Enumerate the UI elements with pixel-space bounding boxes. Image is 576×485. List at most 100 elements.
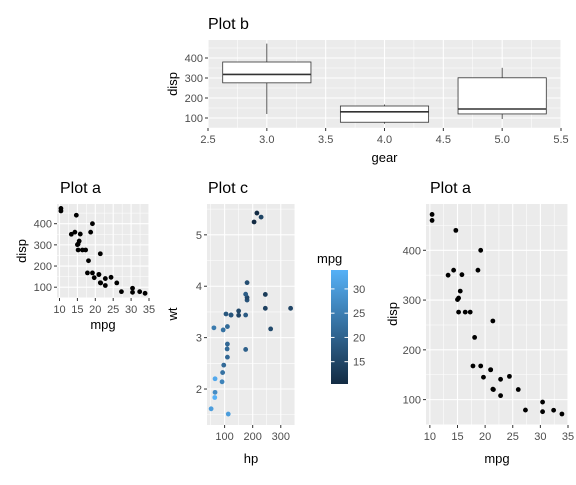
point xyxy=(68,231,74,237)
point xyxy=(507,373,512,379)
point xyxy=(212,395,218,400)
point xyxy=(459,272,465,278)
point xyxy=(220,327,226,333)
point xyxy=(85,270,90,276)
point xyxy=(268,326,274,332)
x-tick-label: 35 xyxy=(143,304,155,316)
y-tick-label: 100 xyxy=(185,113,203,125)
legend-label: 30 xyxy=(353,284,365,296)
point xyxy=(262,305,268,311)
point xyxy=(88,229,94,235)
y-tick-label: 3 xyxy=(196,333,202,345)
point xyxy=(467,309,473,315)
point xyxy=(102,276,108,281)
y-tick-label: 200 xyxy=(34,261,52,273)
point xyxy=(212,376,218,382)
mpg-colorbar xyxy=(331,270,348,384)
point xyxy=(96,272,102,277)
point xyxy=(478,247,484,253)
plot-a-large-ylabel: disp xyxy=(385,302,400,326)
plot-a-small-title: Plot a xyxy=(60,180,101,197)
box-iqr xyxy=(457,77,547,115)
y-tick-label: 2 xyxy=(196,384,202,396)
x-tick-label: 15 xyxy=(71,304,83,316)
point xyxy=(488,367,494,373)
point xyxy=(540,399,545,405)
point xyxy=(243,347,249,352)
y-tick-label: 400 xyxy=(34,219,52,231)
mpg-legend: mpg 15 20 25 30 xyxy=(317,251,365,384)
x-tick-label: 2.5 xyxy=(200,134,215,146)
y-tick-label: 200 xyxy=(403,345,421,357)
point xyxy=(114,280,120,286)
x-tick-label: 20 xyxy=(479,431,491,443)
y-tick-label: 100 xyxy=(403,395,421,407)
point xyxy=(219,379,225,385)
plot-a-large-xlabel: mpg xyxy=(484,451,509,466)
point xyxy=(58,208,64,214)
plot-b-title: Plot b xyxy=(208,16,249,33)
box-iqr xyxy=(222,61,312,84)
point xyxy=(457,288,463,294)
point xyxy=(236,312,242,318)
point xyxy=(254,210,260,216)
point xyxy=(236,308,242,314)
plot-b: Plot b 2.5 3.0 3.5 4.0 4.5 5.0 5.5 100 200 300 400… xyxy=(165,16,569,165)
point xyxy=(490,386,496,392)
plot-a-large-panel xyxy=(426,204,568,425)
x-tick-label: 3.5 xyxy=(318,134,333,146)
point xyxy=(223,311,229,317)
point xyxy=(211,325,217,331)
x-tick-label: 100 xyxy=(215,431,233,443)
x-tick-label: 300 xyxy=(272,431,290,443)
point xyxy=(225,411,231,417)
y-tick-label: 5 xyxy=(196,230,202,242)
point xyxy=(221,362,227,368)
point xyxy=(472,334,478,340)
x-tick-label: 15 xyxy=(451,431,463,443)
legend-label: 20 xyxy=(353,332,365,344)
point xyxy=(478,363,484,369)
point xyxy=(72,229,78,235)
point xyxy=(130,285,135,291)
y-tick-label: 400 xyxy=(403,245,421,257)
point xyxy=(208,406,214,412)
plot-c-ylabel: wt xyxy=(165,307,180,321)
point xyxy=(462,309,468,315)
x-tick-label: 35 xyxy=(562,431,574,443)
point xyxy=(83,247,89,253)
y-tick-label: 400 xyxy=(185,53,203,65)
y-tick-label: 100 xyxy=(34,282,52,294)
point xyxy=(212,389,218,395)
x-tick-label: 5.0 xyxy=(495,134,510,146)
point xyxy=(225,324,230,329)
y-tick-label: 4 xyxy=(196,281,202,293)
point xyxy=(540,409,545,415)
point xyxy=(90,221,95,227)
point xyxy=(481,374,486,380)
point xyxy=(224,346,230,352)
point xyxy=(73,212,79,218)
plot-c-xlabel: hp xyxy=(244,451,258,466)
plot-a-small-ylabel: disp xyxy=(14,239,29,263)
y-tick-label: 300 xyxy=(185,73,203,85)
box-iqr xyxy=(339,105,430,123)
point xyxy=(451,267,457,273)
point xyxy=(130,289,135,295)
point xyxy=(102,283,108,288)
point xyxy=(262,292,268,297)
plot-a-small: Plot a 10 15 20 25 30 35 100 200 300 400 mpg disp xyxy=(14,180,155,332)
point xyxy=(220,370,226,375)
point xyxy=(456,309,461,315)
y-tick-label: 300 xyxy=(403,295,421,307)
point xyxy=(119,289,124,295)
point xyxy=(108,274,114,280)
point xyxy=(551,407,557,413)
plot-a-small-xlabel: mpg xyxy=(90,317,115,332)
point xyxy=(243,291,249,297)
point xyxy=(244,280,250,286)
point xyxy=(453,227,459,233)
plot-c-title: Plot c xyxy=(208,180,248,197)
point xyxy=(243,312,249,318)
point xyxy=(429,218,435,223)
